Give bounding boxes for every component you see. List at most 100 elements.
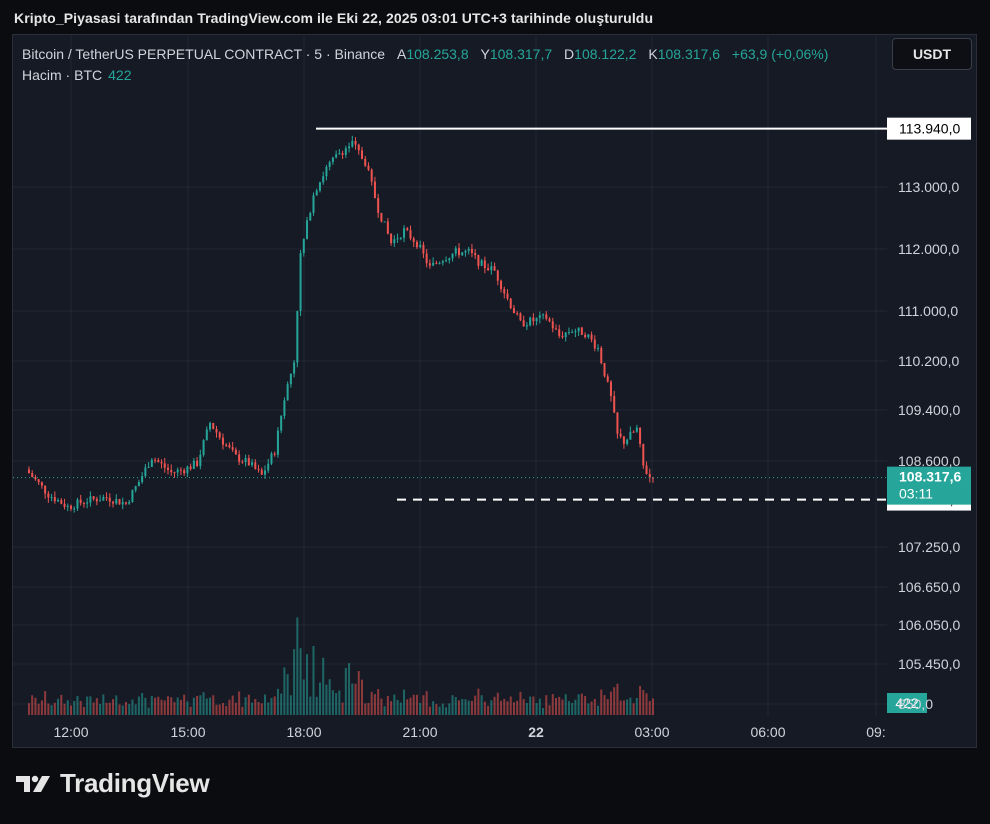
volume-bar: [600, 689, 603, 715]
volume-bar: [338, 690, 341, 715]
volume-bar: [370, 691, 373, 715]
volume-bar: [341, 702, 344, 715]
volume-bar: [613, 687, 616, 715]
volume-bar: [487, 705, 490, 715]
volume-bar: [34, 697, 37, 715]
volume-bar: [137, 696, 140, 715]
volume-bar: [225, 705, 228, 715]
volume-bar: [115, 695, 118, 715]
x-tick-label: 06:00: [750, 724, 785, 740]
volume-bar: [500, 700, 503, 715]
currency-button[interactable]: USDT: [892, 38, 972, 70]
volume-bar: [134, 704, 137, 715]
candle-body: [270, 453, 273, 464]
candle-body: [377, 197, 380, 213]
candle-body: [613, 396, 616, 413]
candle-body: [134, 486, 137, 491]
volume-bar: [260, 703, 263, 715]
candle-body: [34, 477, 37, 480]
change-value: +63,9 (+0,06%): [731, 46, 829, 62]
candle-body: [493, 266, 496, 271]
candle-body: [532, 317, 535, 322]
volume-bar: [393, 694, 396, 715]
volume-bar: [525, 702, 528, 715]
candle-body: [176, 469, 179, 473]
candle-body: [438, 262, 441, 264]
volume-badge-label: 422: [895, 695, 919, 711]
candle-body: [415, 241, 418, 248]
volume-bar: [244, 697, 247, 715]
volume-bar: [124, 702, 127, 715]
candle-body: [516, 313, 519, 315]
candle-body: [331, 157, 334, 163]
candle-body: [635, 427, 638, 432]
volume-bar: [493, 696, 496, 715]
volume-bar: [415, 694, 418, 715]
candle-body: [280, 415, 283, 431]
volume-bar: [212, 695, 215, 715]
candle-body: [27, 469, 30, 474]
candle-body: [69, 505, 73, 509]
x-tick-label: 18:00: [286, 724, 321, 740]
volume-bar: [108, 702, 111, 715]
volume-bar: [609, 691, 612, 715]
volume-bar: [154, 697, 157, 715]
volume-bar: [50, 705, 53, 715]
volume-bar: [186, 701, 189, 715]
candle-body: [254, 462, 257, 469]
candle-body: [112, 501, 115, 504]
volume-label[interactable]: Hacim · BTC: [22, 67, 103, 83]
y-tick-label: 111.000,0: [898, 303, 958, 319]
chart-panel[interactable]: [12, 34, 977, 748]
candle-body: [247, 458, 250, 466]
candle-body: [322, 176, 325, 183]
volume-bar: [312, 646, 315, 715]
candle-body: [31, 473, 34, 478]
candle-body: [367, 165, 370, 170]
candle-body: [124, 502, 127, 504]
volume-bar: [587, 703, 590, 715]
candle-body: [354, 140, 357, 145]
candle-body: [467, 248, 470, 251]
volume-bar: [179, 699, 182, 715]
candle-body: [315, 190, 318, 196]
brand-name: TradingView: [60, 768, 210, 798]
candle-body: [629, 431, 632, 440]
candle-body: [474, 253, 477, 256]
candle-body: [428, 263, 431, 266]
volume-bar: [144, 697, 147, 715]
volume-bar: [95, 698, 98, 715]
candle-body: [406, 228, 409, 231]
volume-bar: [551, 694, 554, 715]
volume-bar: [357, 671, 360, 715]
volume-bar: [419, 702, 422, 715]
candle-body: [263, 470, 267, 475]
candle-body: [454, 248, 457, 254]
volume-bar: [396, 699, 399, 715]
volume-bar: [509, 696, 512, 715]
x-tick-label: 03:00: [634, 724, 669, 740]
candle-body: [299, 253, 302, 311]
volume-bar: [141, 693, 144, 715]
symbol-name[interactable]: Bitcoin / TetherUS PERPETUAL CONTRACT · …: [22, 46, 386, 62]
candle-body: [273, 453, 276, 455]
y-tick-label: 106.650,0: [898, 579, 960, 595]
volume-bar: [289, 695, 292, 715]
volume-bar: [40, 700, 43, 715]
candle-body: [238, 454, 241, 462]
volume-bar: [160, 699, 163, 715]
volume-bar: [99, 703, 102, 715]
candle-body: [603, 363, 606, 377]
candle-body: [390, 233, 393, 244]
volume-bar: [344, 668, 347, 715]
candle-body: [141, 476, 144, 483]
tradingview-brand[interactable]: TradingView: [14, 768, 210, 799]
volume-bar: [60, 694, 63, 715]
volume-bar: [538, 698, 541, 715]
volume-bar: [503, 698, 506, 715]
candle-body: [348, 146, 351, 149]
candle-body: [244, 458, 247, 463]
candle-body: [461, 252, 464, 256]
candle-body: [312, 195, 315, 213]
